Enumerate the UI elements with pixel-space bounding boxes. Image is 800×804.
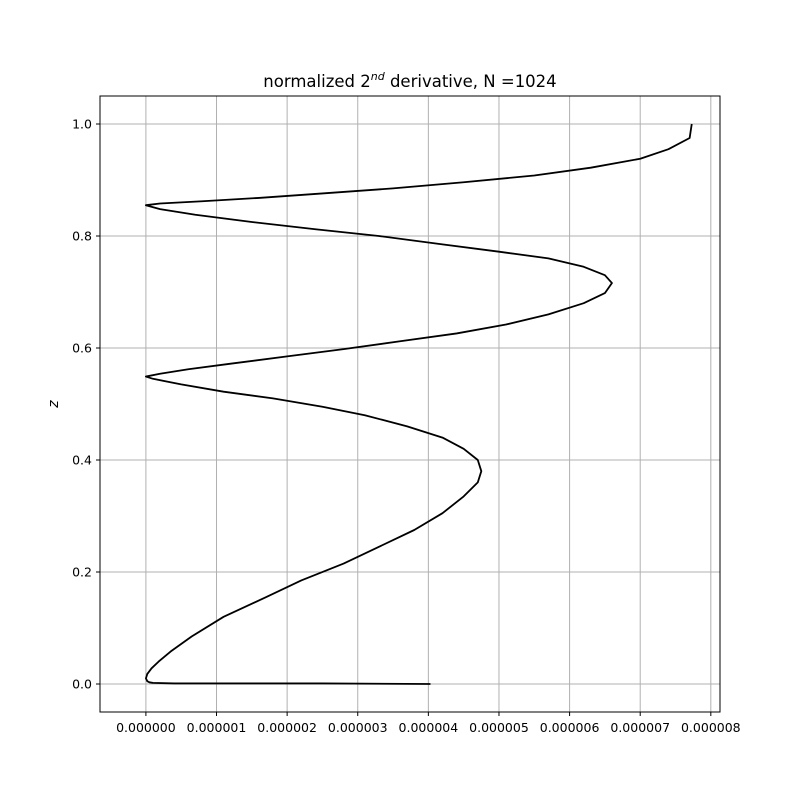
x-tick-label: 0.000003 <box>328 720 388 735</box>
y-tick-label: 0.0 <box>72 677 92 692</box>
y-axis-label: z <box>46 400 62 409</box>
chart-title: normalized 2nd derivative, N =1024 <box>263 70 556 91</box>
series-line <box>144 123 693 685</box>
grid <box>100 96 720 712</box>
x-axis: 0.000000 0.000001 0.000002 0.000003 0.000004… <box>116 712 741 735</box>
y-tick-label: 0.4 <box>72 453 92 468</box>
x-tick-label: 0.000000 <box>116 720 176 735</box>
plot-area <box>144 123 693 685</box>
x-tick-label: 0.000005 <box>469 720 529 735</box>
x-tick-label: 0.000008 <box>681 720 741 735</box>
x-tick-label: 0.000002 <box>257 720 317 735</box>
x-tick-label: 0.000001 <box>187 720 247 735</box>
y-tick-label: 0.6 <box>72 341 92 356</box>
y-tick-label: 1.0 <box>72 117 92 132</box>
y-axis: 0.0 0.2 0.4 0.6 0.8 1.0 <box>72 117 100 692</box>
x-tick-label: 0.000004 <box>399 720 459 735</box>
x-tick-label: 0.000006 <box>540 720 600 735</box>
x-tick-label: 0.000007 <box>610 720 670 735</box>
plot-frame <box>99 95 721 713</box>
y-tick-label: 0.2 <box>72 565 92 580</box>
y-tick-label: 0.8 <box>72 229 92 244</box>
